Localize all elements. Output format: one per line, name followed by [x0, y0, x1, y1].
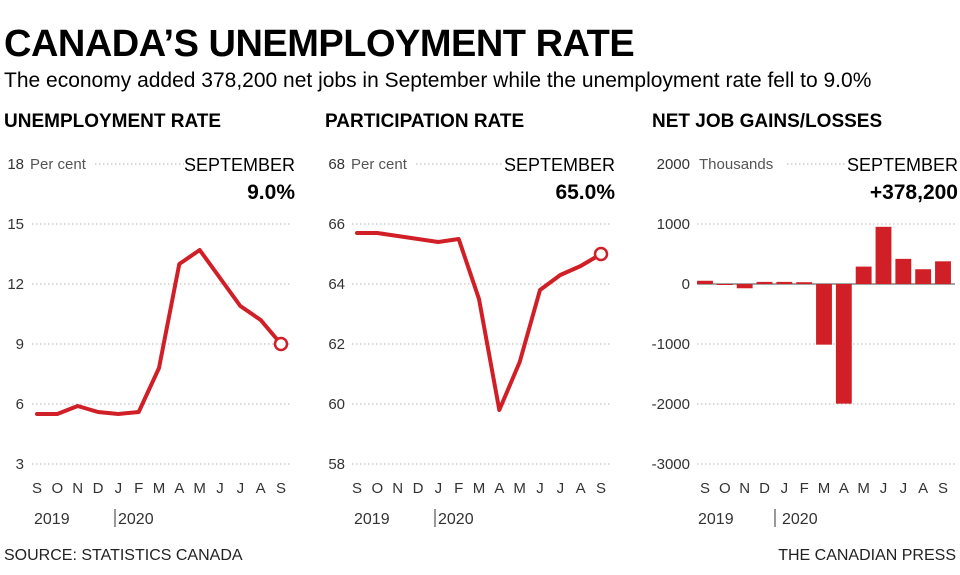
- series-line: [35, 248, 283, 416]
- x-tick-label: F: [800, 480, 809, 497]
- credit-note: THE CANADIAN PRESS: [778, 547, 956, 564]
- x-tick-label: N: [392, 480, 403, 497]
- y-tick-label: 2000: [657, 156, 690, 173]
- bar: [736, 284, 753, 289]
- annotation-value: 9.0%: [247, 181, 295, 204]
- x-tick-label: J: [115, 480, 123, 497]
- chart-title: CANADA’S UNEMPLOYMENT RATE: [4, 23, 635, 65]
- y-tick-label: 0: [682, 276, 690, 293]
- y-tick-label: -2000: [652, 396, 690, 413]
- panel-title-participation: PARTICIPATION RATE: [325, 111, 525, 132]
- annotation-label: SEPTEMBER: [847, 155, 958, 175]
- x-tick-label: J: [435, 480, 443, 497]
- x-tick-label: S: [938, 480, 948, 497]
- y-tick-label: 6: [16, 396, 24, 413]
- x-tick-label: S: [596, 480, 606, 497]
- year-label: 2020: [118, 511, 154, 528]
- y-tick-label: 1000: [657, 216, 690, 233]
- x-tick-label: O: [371, 480, 383, 497]
- y-tick-label: 9: [16, 336, 24, 353]
- x-tick-label: N: [739, 480, 750, 497]
- x-tick-label: M: [193, 480, 206, 497]
- x-tick-label: J: [880, 480, 888, 497]
- y-tick-label: 18: [7, 156, 24, 173]
- panel-title-unemployment: UNEMPLOYMENT RATE: [4, 111, 222, 132]
- bar: [816, 284, 832, 345]
- x-tick-label: M: [513, 480, 526, 497]
- bar: [716, 284, 733, 285]
- y-tick-label: -1000: [652, 336, 690, 353]
- annotation-value: 65.0%: [555, 181, 615, 204]
- series-line: [355, 231, 603, 412]
- x-tick-label: S: [352, 480, 362, 497]
- bar: [875, 226, 892, 284]
- unit-label: Per cent: [30, 156, 87, 173]
- bar: [855, 266, 872, 284]
- x-tick-label: D: [93, 480, 104, 497]
- y-tick-label: -3000: [652, 456, 690, 473]
- x-tick-label: J: [237, 480, 245, 497]
- y-tick-label: 68: [328, 156, 345, 173]
- bar: [756, 281, 773, 284]
- y-tick-label: 12: [7, 276, 24, 293]
- x-tick-label: J: [536, 480, 544, 497]
- unit-label: Per cent: [351, 156, 408, 173]
- x-tick-label: O: [719, 480, 731, 497]
- bar: [915, 269, 932, 284]
- year-label: 2019: [34, 511, 70, 528]
- year-label: 2020: [782, 511, 818, 528]
- year-label: 2020: [438, 511, 474, 528]
- bar: [835, 284, 852, 404]
- x-tick-label: A: [839, 480, 849, 497]
- x-tick-label: A: [174, 480, 184, 497]
- x-tick-label: F: [454, 480, 463, 497]
- x-tick-label: M: [857, 480, 870, 497]
- bar: [895, 258, 912, 284]
- y-tick-label: 62: [328, 336, 345, 353]
- annotation-label: SEPTEMBER: [504, 155, 615, 175]
- x-tick-label: D: [759, 480, 770, 497]
- y-tick-label: 60: [328, 396, 345, 413]
- unit-label: Thousands: [699, 156, 773, 173]
- x-tick-label: N: [72, 480, 83, 497]
- y-tick-label: 66: [328, 216, 345, 233]
- panel-title-net-jobs: NET JOB GAINS/LOSSES: [652, 111, 883, 132]
- x-tick-label: A: [256, 480, 266, 497]
- last-point-marker: [593, 246, 609, 262]
- x-tick-label: M: [818, 480, 831, 497]
- x-tick-label: S: [276, 480, 286, 497]
- y-tick-label: 58: [328, 456, 345, 473]
- x-tick-label: J: [216, 480, 224, 497]
- x-tick-label: A: [918, 480, 928, 497]
- x-tick-label: M: [473, 480, 486, 497]
- chart-subtitle: The economy added 378,200 net jobs in Se…: [4, 69, 872, 92]
- annotation-label: SEPTEMBER: [184, 155, 295, 175]
- x-tick-label: F: [134, 480, 143, 497]
- year-label: 2019: [354, 511, 390, 528]
- last-point-marker: [273, 336, 289, 352]
- x-tick-label: J: [557, 480, 565, 497]
- x-tick-label: M: [153, 480, 166, 497]
- bar: [776, 281, 793, 284]
- bar: [935, 261, 951, 284]
- source-note: SOURCE: STATISTICS CANADA: [4, 547, 243, 564]
- annotation-value: +378,200: [870, 181, 958, 204]
- bar: [697, 280, 713, 284]
- y-tick-label: 64: [328, 276, 345, 293]
- x-tick-label: O: [51, 480, 63, 497]
- x-tick-label: A: [576, 480, 586, 497]
- x-tick-label: D: [413, 480, 424, 497]
- x-tick-label: J: [781, 480, 789, 497]
- x-tick-label: A: [494, 480, 504, 497]
- x-tick-label: S: [700, 480, 710, 497]
- y-tick-label: 3: [16, 456, 24, 473]
- year-label: 2019: [698, 511, 734, 528]
- x-tick-label: J: [900, 480, 908, 497]
- y-tick-label: 15: [7, 216, 24, 233]
- bar: [796, 282, 813, 284]
- x-tick-label: S: [32, 480, 42, 497]
